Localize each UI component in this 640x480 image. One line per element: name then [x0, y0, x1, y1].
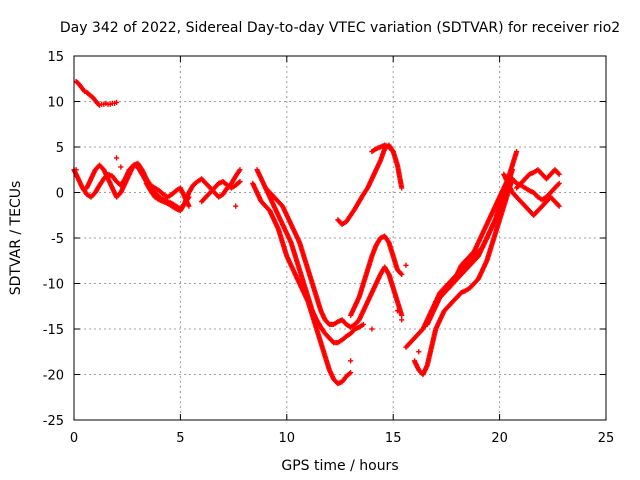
y-axis-label: SDTVAR / TECUs [8, 181, 24, 296]
data-point [118, 164, 124, 170]
x-tick-label: 25 [598, 431, 615, 446]
y-tick-label: 10 [47, 96, 64, 111]
data-point [237, 167, 243, 173]
data-point [186, 203, 192, 209]
grid-lines [74, 56, 606, 420]
data-point [556, 180, 562, 186]
y-tick-label: -10 [43, 278, 64, 293]
data-point [399, 317, 405, 323]
y-tick-label: -25 [43, 414, 64, 429]
chart-title: Day 342 of 2022, Sidereal Day-to-day VTE… [60, 20, 620, 36]
data-point [113, 99, 120, 106]
y-tick-label: -15 [43, 323, 64, 338]
x-tick-label: 20 [491, 431, 508, 446]
data-point [233, 203, 239, 209]
data-point [369, 326, 375, 332]
y-tick-label: 0 [56, 187, 64, 202]
y-tick-label: -5 [51, 232, 64, 247]
data-points [71, 78, 562, 387]
data-point [509, 167, 515, 173]
data-point [399, 271, 405, 277]
data-point [399, 312, 405, 318]
data-point [348, 358, 354, 364]
y-tick-label: 5 [56, 141, 64, 156]
data-point [394, 308, 401, 314]
x-tick-label: 5 [176, 431, 184, 446]
data-point [237, 178, 243, 185]
x-tick-label: 15 [385, 431, 402, 446]
data-point [390, 148, 396, 155]
x-tick-label: 10 [279, 431, 296, 446]
data-point [113, 155, 120, 161]
axis-ticks: 0 5 10 15 20 25 -25 -20 -15 -10 -5 0 5 10 15 [43, 50, 615, 446]
data-point [360, 321, 367, 328]
data-point [556, 203, 562, 209]
data-point [399, 185, 405, 191]
data-point [556, 171, 562, 177]
data-point [403, 262, 409, 268]
x-axis-label: GPS time / hours [281, 458, 398, 474]
y-tick-label: 15 [47, 50, 64, 65]
x-tick-label: 0 [70, 431, 78, 446]
data-point [416, 349, 422, 355]
data-point [514, 148, 520, 155]
data-point [348, 370, 354, 376]
y-tick-label: -20 [43, 369, 64, 384]
